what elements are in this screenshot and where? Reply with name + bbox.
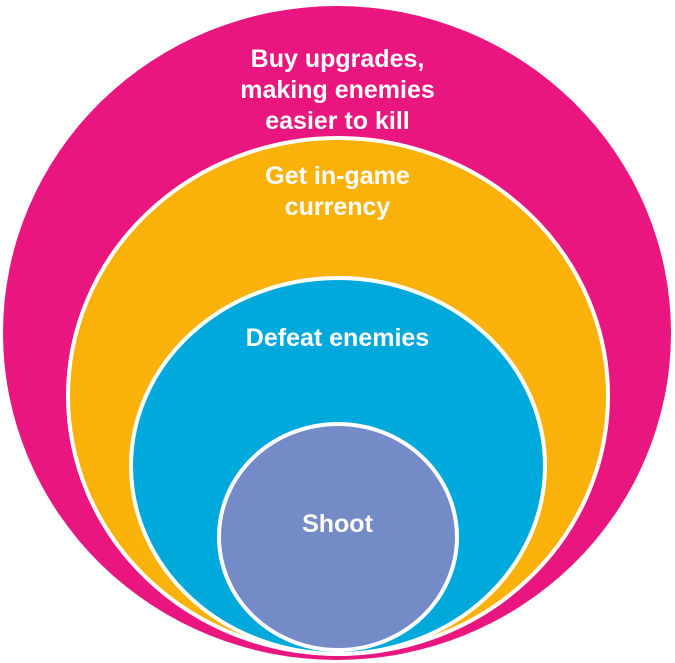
circle-level-4 <box>217 422 459 652</box>
level-3-label: Defeat enemies <box>245 324 430 352</box>
level-1-label: Buy upgrades, making enemies easier to k… <box>240 45 435 135</box>
level-2-label: Get in-game currency <box>265 162 410 221</box>
level-4-label: Shoot <box>302 510 373 538</box>
